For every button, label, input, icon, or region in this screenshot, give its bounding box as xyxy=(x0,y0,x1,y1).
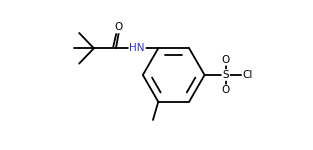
Text: Cl: Cl xyxy=(243,70,253,80)
Text: S: S xyxy=(223,70,229,80)
Text: HN: HN xyxy=(129,43,145,53)
Text: O: O xyxy=(222,55,230,65)
Text: O: O xyxy=(115,22,123,32)
Text: O: O xyxy=(222,85,230,95)
